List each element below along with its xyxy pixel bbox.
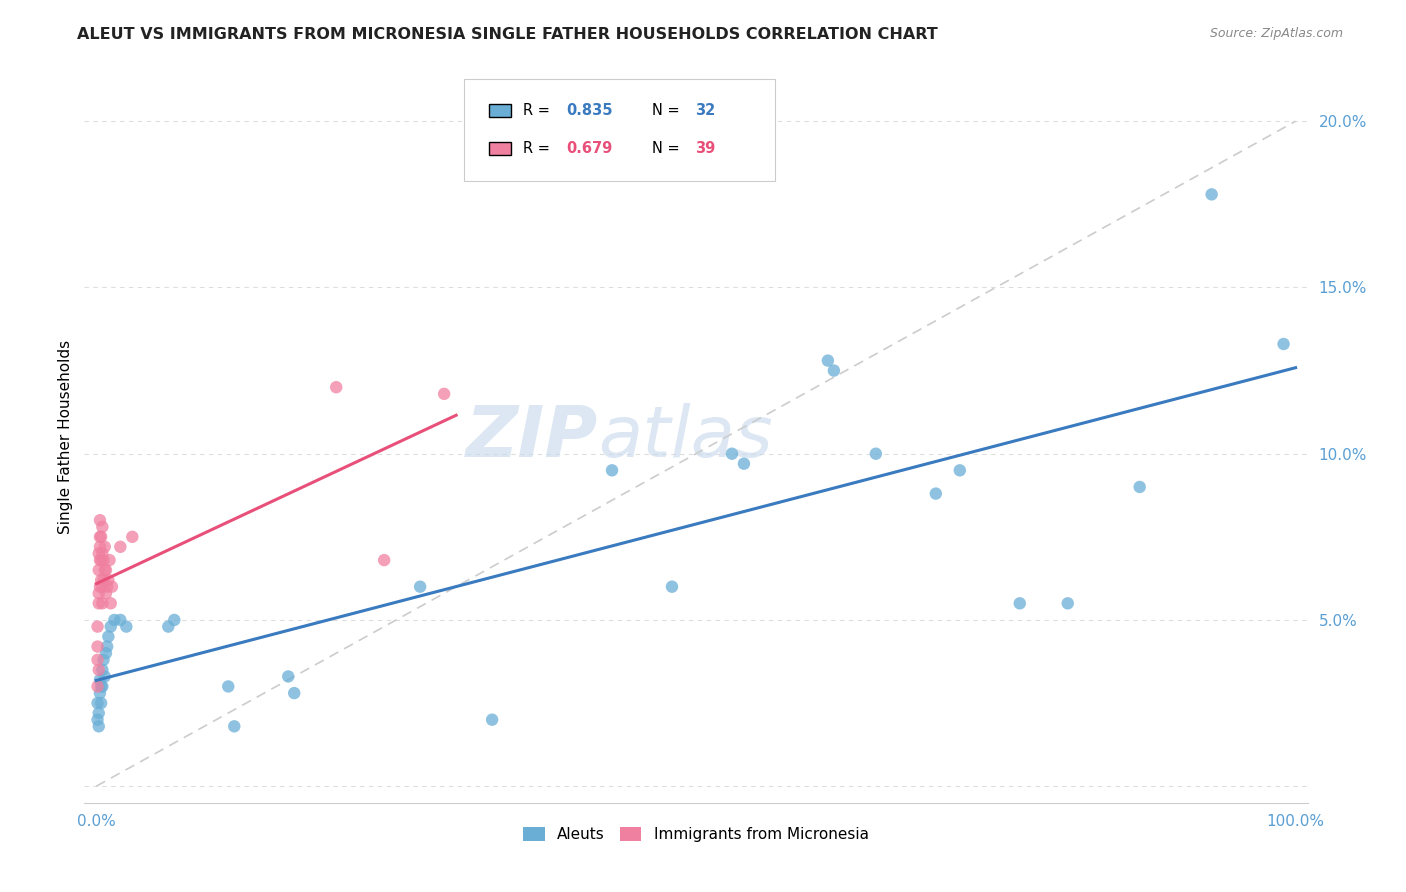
Point: [89, 580, 111, 594]
Point: [91, 520, 114, 534]
Point: [283, 686, 305, 700]
Point: [94, 586, 117, 600]
Point: [93, 553, 115, 567]
Point: [86, 640, 108, 654]
Point: [224, 719, 246, 733]
Text: R =: R =: [523, 141, 555, 156]
FancyBboxPatch shape: [464, 78, 776, 181]
Point: [89, 530, 111, 544]
Point: [91, 580, 114, 594]
Point: [93, 669, 117, 683]
Point: [86, 713, 108, 727]
Point: [93, 540, 117, 554]
Point: [93, 573, 115, 587]
Point: [817, 353, 839, 368]
Point: [87, 546, 110, 560]
Point: [86, 696, 108, 710]
Point: [90, 680, 112, 694]
Point: [1056, 596, 1078, 610]
Point: [433, 387, 456, 401]
Point: [115, 619, 138, 633]
Point: [103, 613, 125, 627]
Point: [91, 596, 114, 610]
Point: [277, 669, 299, 683]
Point: [90, 553, 112, 567]
Point: [91, 680, 114, 694]
Text: ALEUT VS IMMIGRANTS FROM MICRONESIA SINGLE FATHER HOUSEHOLDS CORRELATION CHART: ALEUT VS IMMIGRANTS FROM MICRONESIA SING…: [77, 27, 938, 42]
Point: [100, 619, 122, 633]
Text: 39: 39: [695, 141, 716, 156]
Point: [1129, 480, 1152, 494]
Text: 32: 32: [695, 103, 716, 118]
Point: [110, 540, 132, 554]
Point: [91, 663, 114, 677]
Legend: Aleuts, Immigrants from Micronesia: Aleuts, Immigrants from Micronesia: [516, 820, 876, 850]
Point: [93, 653, 115, 667]
Point: [721, 447, 744, 461]
Point: [949, 463, 972, 477]
Point: [87, 586, 110, 600]
Point: [97, 630, 120, 644]
Point: [163, 613, 186, 627]
Point: [157, 619, 180, 633]
Point: [93, 563, 117, 577]
Point: [96, 580, 118, 594]
Point: [86, 653, 108, 667]
Point: [87, 706, 110, 720]
Point: [89, 673, 111, 687]
Text: atlas: atlas: [598, 402, 773, 472]
Point: [90, 573, 112, 587]
FancyBboxPatch shape: [489, 103, 512, 117]
Point: [89, 686, 111, 700]
Point: [87, 663, 110, 677]
Point: [98, 553, 121, 567]
Point: [110, 613, 132, 627]
Point: [325, 380, 347, 394]
FancyBboxPatch shape: [489, 142, 512, 154]
Point: [121, 530, 143, 544]
Y-axis label: Single Father Households: Single Father Households: [58, 340, 73, 534]
Point: [87, 719, 110, 733]
Point: [91, 546, 114, 560]
Point: [94, 646, 117, 660]
Point: [733, 457, 755, 471]
Point: [1008, 596, 1031, 610]
Point: [94, 563, 117, 577]
Point: [409, 580, 432, 594]
Point: [600, 463, 623, 477]
Point: [100, 596, 122, 610]
Point: [89, 513, 111, 527]
Text: N =: N =: [652, 141, 685, 156]
Point: [86, 680, 108, 694]
Text: 0.835: 0.835: [567, 103, 613, 118]
Point: [373, 553, 395, 567]
Text: N =: N =: [652, 103, 685, 118]
Point: [661, 580, 683, 594]
Point: [1272, 337, 1295, 351]
Point: [97, 573, 120, 587]
Point: [823, 363, 845, 377]
Text: R =: R =: [523, 103, 555, 118]
Point: [90, 530, 112, 544]
Point: [96, 640, 118, 654]
Point: [86, 619, 108, 633]
Point: [925, 486, 948, 500]
Point: [101, 580, 124, 594]
Text: 0.679: 0.679: [567, 141, 613, 156]
Point: [87, 596, 110, 610]
Point: [89, 540, 111, 554]
Point: [1201, 187, 1223, 202]
Point: [217, 680, 239, 694]
Point: [90, 696, 112, 710]
Point: [87, 563, 110, 577]
Point: [481, 713, 503, 727]
Point: [89, 553, 111, 567]
Text: Source: ZipAtlas.com: Source: ZipAtlas.com: [1209, 27, 1343, 40]
Text: ZIP: ZIP: [465, 402, 598, 472]
Point: [865, 447, 887, 461]
